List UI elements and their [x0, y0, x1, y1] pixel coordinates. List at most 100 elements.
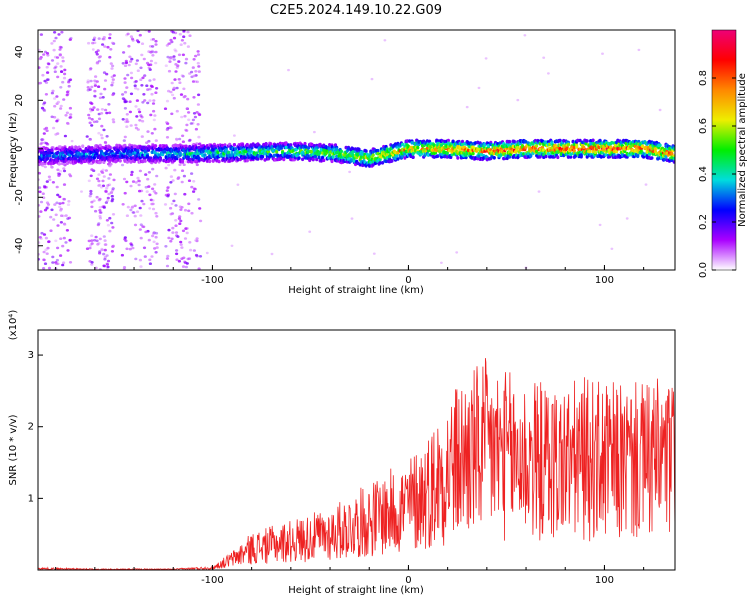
colorbar-tick-label: 0.6: [698, 118, 709, 134]
heatmap-cell: [165, 257, 169, 260]
heatmap-cell: [74, 160, 78, 164]
heatmap-cell: [173, 48, 177, 51]
heatmap-cell: [39, 33, 44, 36]
heatmap-cell: [129, 160, 133, 164]
heatmap-cell: [190, 70, 194, 74]
heatmap-cell: [223, 143, 227, 147]
heatmap-cell: [90, 263, 94, 266]
heatmap-cell: [163, 107, 168, 110]
heatmap-cell: [93, 79, 97, 83]
heatmap-cell: [94, 75, 98, 78]
heatmap-cell: [284, 145, 288, 150]
heatmap-cell: [138, 169, 142, 173]
heatmap-cell: [142, 145, 146, 150]
heatmap-cell: [176, 64, 180, 67]
heatmap-cell: [51, 261, 55, 264]
heatmap-cell: [172, 96, 176, 100]
heatmap-cell: [165, 128, 169, 131]
heatmap-cell: [133, 204, 137, 208]
heatmap-cell: [151, 187, 155, 191]
heatmap-cell: [103, 239, 107, 242]
heatmap-cell: [46, 203, 51, 206]
heatmap-cell: [105, 254, 109, 257]
heatmap-cell: [359, 155, 363, 159]
heatmap-cell: [127, 44, 131, 48]
heatmap-cell: [182, 256, 186, 260]
y-tick-label: 20: [14, 94, 25, 107]
heatmap-cell: [591, 138, 595, 143]
heatmap-cell: [198, 142, 202, 145]
heatmap-cell: [211, 147, 215, 152]
heatmap-cell: [187, 209, 191, 213]
heatmap-cell: [556, 155, 560, 160]
heatmap-cell: [42, 53, 46, 56]
heatmap-cell: [99, 133, 104, 137]
heatmap-cell: [56, 224, 60, 227]
heatmap-cell: [582, 145, 586, 150]
heatmap-cell: [155, 242, 159, 246]
heatmap-cell: [90, 124, 94, 127]
heatmap-cell: [276, 153, 280, 158]
heatmap-cell: [57, 174, 61, 177]
heatmap-cell: [96, 60, 100, 64]
heatmap-cell: [148, 207, 152, 210]
heatmap-cell: [46, 142, 50, 146]
heatmap-cell: [148, 87, 152, 91]
heatmap-cell: [43, 101, 47, 104]
heatmap-cell: [99, 186, 104, 189]
heatmap-cell: [150, 202, 154, 206]
heatmap-cell: [59, 46, 63, 49]
heatmap-cell: [529, 153, 533, 157]
heatmap-cell: [192, 190, 196, 193]
heatmap-cell: [196, 123, 200, 126]
heatmap-cell: [48, 178, 52, 181]
heatmap-cell: [172, 199, 176, 203]
heatmap-cell: [184, 265, 188, 269]
heatmap-cell: [232, 143, 236, 147]
heatmap-cell: [94, 266, 98, 270]
heatmap-cell: [90, 85, 94, 89]
heatmap-cell: [190, 185, 194, 189]
heatmap-cell: [98, 55, 102, 58]
heatmap-cell: [157, 146, 161, 151]
heatmap-cell: [329, 150, 333, 154]
heatmap-cell: [38, 236, 42, 239]
heatmap-cell: [90, 234, 94, 237]
heatmap-cell: [150, 255, 154, 258]
heatmap-cell: [102, 71, 107, 74]
heatmap-cell: [104, 187, 109, 190]
heatmap-cell: [178, 205, 182, 208]
heatmap-cell: [245, 158, 249, 163]
heatmap-cell: [89, 150, 93, 154]
heatmap-cell: [236, 149, 240, 154]
heatmap-cell: [61, 56, 65, 59]
heatmap-cell: [123, 64, 128, 67]
heatmap-cell: [54, 133, 58, 136]
heatmap-cell: [516, 98, 520, 102]
heatmap-cell: [134, 86, 138, 90]
heatmap-cell: [134, 62, 138, 66]
heatmap-cell: [131, 180, 136, 183]
heatmap-cell: [549, 155, 553, 159]
heatmap-cell: [152, 190, 156, 193]
heatmap-cell: [80, 190, 83, 193]
heatmap-cell: [426, 153, 430, 157]
heatmap-cells: [38, 30, 675, 270]
heatmap-cell: [108, 216, 112, 220]
heatmap-cell: [123, 77, 127, 80]
heatmap-cell: [197, 70, 201, 73]
heatmap-cell: [197, 156, 201, 160]
heatmap-cell: [637, 48, 641, 52]
heatmap-cell: [91, 160, 95, 164]
heatmap-cell: [53, 66, 57, 70]
heatmap-cell: [460, 139, 465, 144]
heatmap-cell: [111, 93, 115, 97]
heatmap-cell: [236, 183, 240, 186]
heatmap-cell: [111, 213, 116, 216]
heatmap-cell: [181, 53, 185, 57]
heatmap-cell: [56, 75, 60, 79]
heatmap-cell: [54, 213, 58, 217]
heatmap-cell: [100, 247, 104, 251]
heatmap-cell: [186, 257, 190, 261]
heatmap-cell: [266, 149, 271, 154]
